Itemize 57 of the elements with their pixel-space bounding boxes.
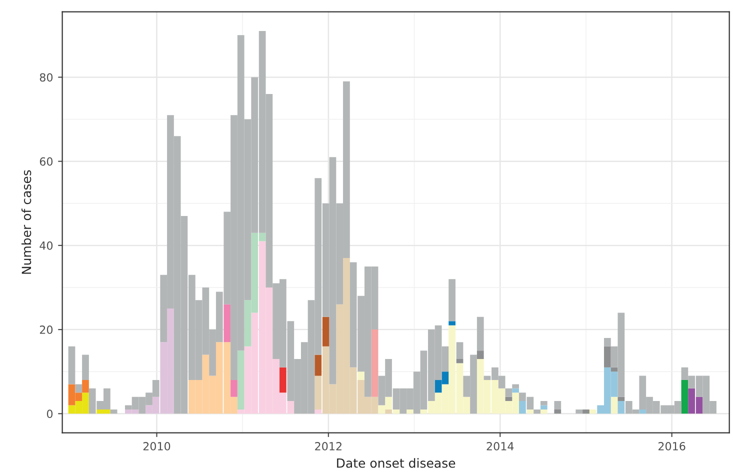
bar: [314, 354, 322, 376]
bar: [639, 409, 646, 414]
bar: [526, 409, 534, 414]
bar: [456, 342, 464, 359]
bar: [534, 409, 540, 414]
bar: [476, 316, 484, 351]
y-tick-label: 20: [40, 326, 53, 334]
bar: [604, 338, 611, 346]
bar: [456, 358, 464, 364]
bar: [540, 401, 548, 406]
bar: [576, 409, 583, 414]
bar: [448, 321, 456, 326]
bar: [237, 350, 244, 410]
bar: [512, 384, 520, 388]
bar: [314, 409, 322, 414]
bar: [406, 409, 414, 414]
bar: [554, 401, 562, 410]
y-tick-label: 40: [40, 241, 53, 250]
y-tick-label: 60: [40, 157, 53, 166]
bar: [476, 350, 484, 359]
bar: [610, 367, 618, 372]
bar: [681, 380, 688, 414]
bar: [110, 409, 118, 414]
bar: [589, 409, 596, 414]
x-tick-label: 2014: [486, 442, 514, 450]
bar: [448, 279, 456, 322]
bar: [75, 384, 82, 393]
bar: [604, 346, 611, 368]
y-tick-label: 80: [40, 73, 53, 82]
bar: [540, 405, 548, 410]
x-axis-title: Date onset disease: [337, 458, 456, 468]
bar: [322, 316, 330, 346]
bar: [358, 372, 364, 380]
bar: [224, 304, 231, 342]
y-tick-label: 0: [46, 410, 53, 418]
bar: [519, 401, 526, 414]
bar: [82, 354, 89, 380]
bar: [371, 330, 378, 397]
bar: [618, 401, 625, 414]
bar: [392, 409, 400, 414]
bar: [82, 380, 89, 393]
bar: [582, 409, 590, 414]
bar: [385, 409, 392, 414]
y-axis-title: Number of cases: [21, 170, 32, 274]
bar: [505, 388, 512, 397]
x-tick-label: 2016: [658, 442, 686, 450]
bar: [280, 367, 286, 393]
bar: [618, 396, 625, 402]
bar: [540, 409, 548, 414]
bar: [554, 409, 562, 414]
x-tick-label: 2012: [315, 442, 342, 450]
bar: [505, 396, 512, 402]
bar: [230, 380, 238, 397]
bar: [610, 396, 618, 414]
bar: [512, 388, 520, 393]
bar: [68, 346, 76, 384]
x-tick-label: 2010: [143, 442, 170, 450]
